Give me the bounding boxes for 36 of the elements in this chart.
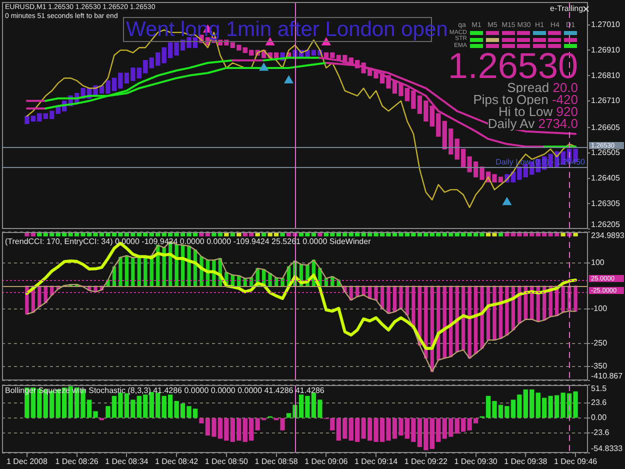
- x-tick-label: 1 Dec 09:22: [404, 457, 448, 466]
- y-tick-label: 23.6: [591, 398, 608, 408]
- annotation: Daily Av 2734.0: [488, 116, 578, 131]
- x-tick-label: 1 Dec 09:30: [454, 457, 498, 466]
- y-tick-label: -100: [591, 304, 608, 314]
- y-tick-label: 1.26605: [591, 122, 620, 132]
- x-tick-label: 1 Dec 09:06: [304, 457, 348, 466]
- x-tick-label: 1 Dec 08:58: [254, 457, 298, 466]
- y-tick-label: -410.867: [591, 372, 624, 381]
- x-tick-label: 1 Dec 08:50: [204, 457, 249, 466]
- y-tick-label: -54.8333: [591, 444, 624, 454]
- x-tick-label: 1 Dec 08:34: [105, 457, 149, 466]
- y-tick-label: 100: [591, 258, 605, 268]
- y-tick-label: 1.27010: [591, 20, 620, 30]
- x-tick-label: 1 Dec 09:14: [354, 457, 398, 466]
- y-tick-label: 51.5: [591, 384, 608, 394]
- x-tick-label: 1 Dec 09:38: [504, 457, 548, 466]
- y-tick-label: 234.9893: [591, 231, 625, 240]
- annotation: Hi to Low 920: [498, 104, 578, 119]
- x-tick-label: 1 Dec 08:26: [55, 457, 99, 466]
- y-tick-label: 1.26910: [591, 45, 620, 54]
- annotation: Pips to Open -420: [473, 92, 578, 107]
- y-tick-label: -250: [591, 338, 608, 348]
- y-tick-label: 1.26505: [591, 148, 620, 158]
- y-tick-label: 1.26710: [591, 96, 620, 106]
- y-tick-label: 0.00: [591, 413, 608, 422]
- x-tick-label: 1 Dec 09:46: [554, 457, 598, 466]
- y-tick-label: 1.26405: [591, 173, 620, 182]
- y-tick-label: 1.26205: [591, 220, 620, 230]
- y-tick-label: -23.6: [591, 428, 610, 438]
- y-tick-label: 1.26305: [591, 198, 620, 208]
- annotation: e-Trailing: [550, 4, 584, 13]
- y-tick-label: -350: [591, 362, 608, 371]
- y-tick-label: 1.26810: [591, 70, 620, 80]
- x-tick-label: 1 Dec 08:42: [154, 457, 199, 466]
- x-tick-label: 1 Dec 2008: [6, 457, 48, 466]
